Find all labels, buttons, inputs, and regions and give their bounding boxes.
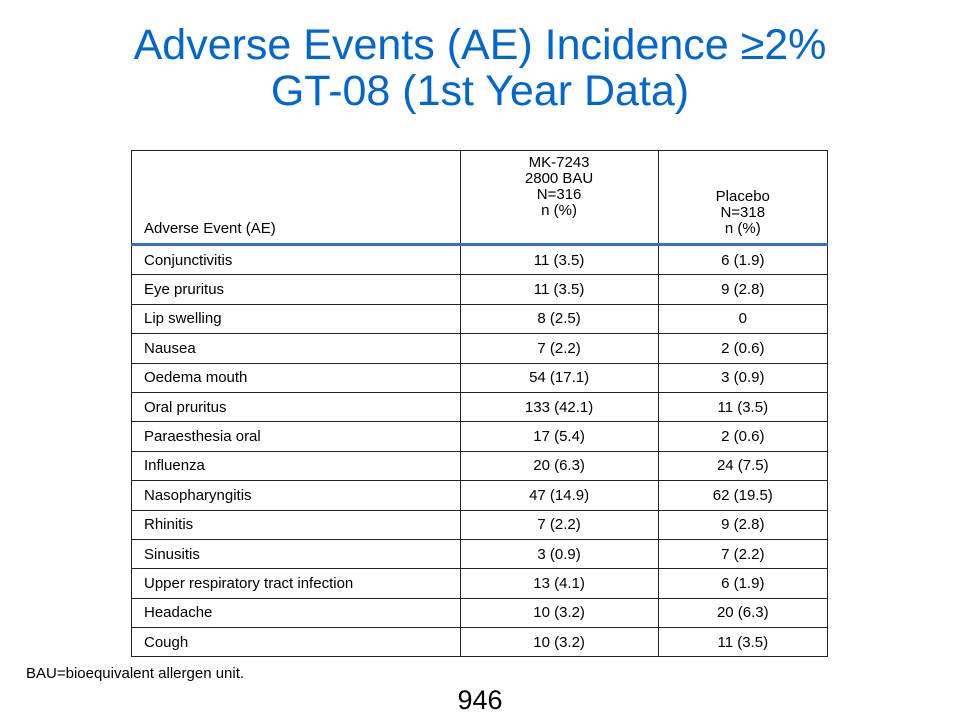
event-cell: Eye pruritus <box>131 274 461 305</box>
drug-value-cell: 47 (14.9) <box>459 480 659 511</box>
drug-value-cell: 10 (3.2) <box>459 597 659 629</box>
placebo-value-cell: 7 (2.2) <box>657 538 829 570</box>
placebo-value-cell: 11 (3.5) <box>657 391 829 423</box>
event-cell: Oedema mouth <box>131 362 461 393</box>
placebo-value-cell: 6 (1.9) <box>657 243 829 276</box>
event-cell: Nasopharyngitis <box>131 480 461 511</box>
placebo-value-cell: 24 (7.5) <box>657 450 829 482</box>
header-placebo-n: N=318 <box>720 204 766 221</box>
placebo-value-cell: 0 <box>657 303 829 335</box>
table-row: Upper respiratory tract infection 13 (4.1… <box>131 568 829 599</box>
event-cell: Upper respiratory tract infection <box>131 568 461 599</box>
table-body: Conjunctivitis 11 (3.5) 6 (1.9) Eye pruritu… <box>131 243 829 658</box>
header-placebo: Placebo N=318 n (%) <box>657 150 829 246</box>
table-row: Headache 10 (3.2) 20 (6.3) <box>131 597 829 629</box>
table-row: Conjunctivitis 11 (3.5) 6 (1.9) <box>131 243 829 276</box>
event-cell: Conjunctivitis <box>131 243 461 276</box>
table-row: Rhinitis 7 (2.2) 9 (2.8) <box>131 509 829 540</box>
placebo-value-cell: 62 (19.5) <box>657 480 829 511</box>
header-drug-name: MK-7243 <box>528 154 590 171</box>
event-cell: Lip swelling <box>131 303 461 335</box>
table-row: Influenza 20 (6.3) 24 (7.5) <box>131 450 829 482</box>
event-cell: Sinusitis <box>131 538 461 570</box>
event-cell: Oral pruritus <box>131 391 461 423</box>
table-row: Oedema mouth 54 (17.1) 3 (0.9) <box>131 362 829 393</box>
table-row: Sinusitis 3 (0.9) 7 (2.2) <box>131 538 829 570</box>
adverse-events-table: Adverse Event (AE) MK-7243 2800 BAU N=31… <box>131 150 829 658</box>
placebo-value-cell: 11 (3.5) <box>657 627 829 658</box>
header-mk-7243: MK-7243 2800 BAU N=316 n (%) <box>459 150 659 246</box>
drug-value-cell: 3 (0.9) <box>459 538 659 570</box>
drug-value-cell: 11 (3.5) <box>459 274 659 305</box>
header-drug-unit: n (%) <box>541 202 578 219</box>
table-row: Eye pruritus 11 (3.5) 9 (2.8) <box>131 274 829 305</box>
table-row: Cough 10 (3.2) 11 (3.5) <box>131 627 829 658</box>
event-cell: Rhinitis <box>131 509 461 540</box>
event-cell: Headache <box>131 597 461 629</box>
drug-value-cell: 54 (17.1) <box>459 362 659 393</box>
drug-value-cell: 7 (2.2) <box>459 333 659 364</box>
placebo-value-cell: 3 (0.9) <box>657 362 829 393</box>
placebo-value-cell: 9 (2.8) <box>657 509 829 540</box>
slide-title-line-1: Adverse Events (AE) Incidence ≥2% <box>133 21 827 69</box>
slide-title: Adverse Events (AE) Incidence ≥2% GT-08 … <box>0 22 960 114</box>
drug-value-cell: 20 (6.3) <box>459 450 659 482</box>
header-adverse-event: Adverse Event (AE) <box>131 150 461 246</box>
drug-value-cell: 10 (3.2) <box>459 627 659 658</box>
table-header-row: Adverse Event (AE) MK-7243 2800 BAU N=31… <box>131 150 829 246</box>
table-row: Oral pruritus 133 (42.1) 11 (3.5) <box>131 391 829 423</box>
drug-value-cell: 17 (5.4) <box>459 421 659 452</box>
header-placebo-name: Placebo <box>715 188 770 205</box>
event-cell: Cough <box>131 627 461 658</box>
drug-value-cell: 8 (2.5) <box>459 303 659 335</box>
table-row: Nasopharyngitis 47 (14.9) 62 (19.5) <box>131 480 829 511</box>
drug-value-cell: 13 (4.1) <box>459 568 659 599</box>
placebo-value-cell: 20 (6.3) <box>657 597 829 629</box>
table-row: Nausea 7 (2.2) 2 (0.6) <box>131 333 829 364</box>
placebo-value-cell: 2 (0.6) <box>657 333 829 364</box>
table-row: Paraesthesia oral 17 (5.4) 2 (0.6) <box>131 421 829 452</box>
header-drug-n: N=316 <box>536 186 582 203</box>
drug-value-cell: 133 (42.1) <box>459 391 659 423</box>
drug-value-cell: 11 (3.5) <box>459 243 659 276</box>
table-row: Lip swelling 8 (2.5) 0 <box>131 303 829 335</box>
slide-title-line-2: GT-08 (1st Year Data) <box>270 67 690 115</box>
placebo-value-cell: 9 (2.8) <box>657 274 829 305</box>
footnote: BAU=bioequivalent allergen unit. <box>26 665 245 682</box>
placebo-value-cell: 2 (0.6) <box>657 421 829 452</box>
placebo-value-cell: 6 (1.9) <box>657 568 829 599</box>
drug-value-cell: 7 (2.2) <box>459 509 659 540</box>
event-cell: Nausea <box>131 333 461 364</box>
event-cell: Influenza <box>131 450 461 482</box>
header-drug-dose: 2800 BAU <box>524 170 594 187</box>
page-number: 946 <box>457 685 503 715</box>
event-cell: Paraesthesia oral <box>131 421 461 452</box>
header-placebo-unit: n (%) <box>724 220 761 237</box>
